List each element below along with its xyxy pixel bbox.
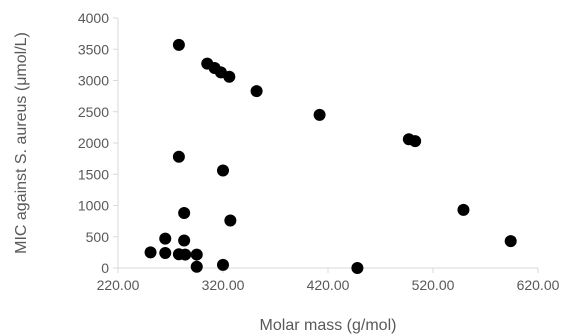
x-tick-label: 420.00	[307, 277, 350, 293]
data-point	[178, 207, 191, 219]
data-point	[351, 262, 364, 274]
y-tick-label: 1000	[78, 198, 109, 214]
data-point	[190, 260, 203, 273]
data-point	[178, 234, 191, 247]
y-tick-label: 500	[86, 229, 110, 245]
data-point	[190, 248, 203, 261]
y-tick-label: 3000	[78, 73, 109, 89]
data-point	[223, 70, 236, 83]
data-point	[179, 248, 192, 261]
x-tick-label: 620.00	[517, 277, 560, 293]
data-point	[144, 246, 157, 259]
data-point	[457, 203, 470, 216]
data-point	[409, 135, 422, 148]
y-tick-label: 3500	[78, 41, 109, 57]
x-axis-ticks: 220.00 320.00 420.00 520.00 620.00	[97, 268, 560, 293]
data-point	[224, 214, 237, 227]
data-point	[172, 150, 185, 163]
y-tick-label: 1500	[78, 166, 109, 182]
x-axis-title: Molar mass (g/mol)	[260, 317, 397, 334]
x-tick-label: 520.00	[412, 277, 455, 293]
y-tick-label: 4000	[78, 10, 109, 26]
y-tick-label: 2500	[78, 104, 109, 120]
y-axis-title: MIC against S. aureus (μmol/L)	[13, 32, 30, 254]
y-axis-ticks: 0 500 1000 1500 2000 2500 3000 3500 4000	[78, 10, 118, 276]
data-point	[172, 38, 185, 51]
data-point	[159, 232, 172, 245]
data-point	[504, 235, 517, 248]
y-tick-label: 2000	[78, 135, 109, 151]
data-point	[217, 258, 229, 271]
data-point	[159, 247, 172, 259]
data-points	[144, 38, 517, 274]
data-point	[250, 85, 263, 98]
x-tick-label: 320.00	[202, 277, 245, 293]
x-tick-label: 220.00	[97, 277, 140, 293]
data-point	[313, 108, 326, 121]
y-tick-label: 0	[101, 260, 109, 276]
data-point	[217, 164, 229, 177]
